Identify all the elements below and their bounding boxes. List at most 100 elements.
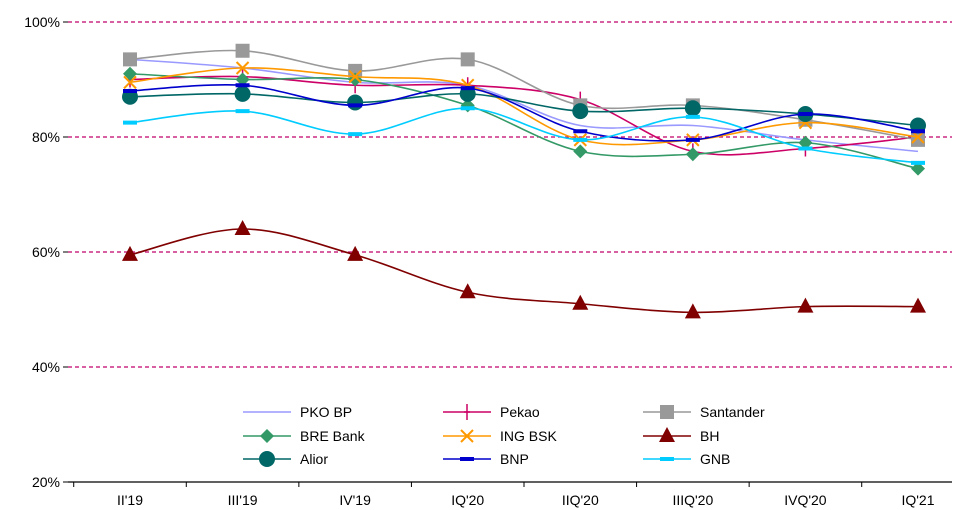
series-line — [129, 72, 919, 170]
x-tick-label: IIQ'20 — [562, 492, 599, 508]
series-line — [129, 58, 919, 153]
legend-label: GNB — [700, 451, 730, 467]
legend-item: GNB — [643, 451, 730, 467]
data-point — [259, 451, 275, 467]
legend-item: BNP — [443, 451, 529, 467]
data-point — [123, 52, 137, 67]
x-tick-label: II'19 — [117, 492, 143, 508]
legend-label: PKO BP — [300, 404, 352, 420]
legend-label: BNP — [500, 451, 529, 467]
data-point — [685, 114, 700, 119]
legend-item: Santander — [643, 404, 765, 420]
legend-item: BRE Bank — [243, 428, 366, 444]
y-tick-label: 20% — [32, 474, 60, 490]
data-point — [798, 146, 813, 151]
data-point — [348, 132, 363, 137]
legend-item: BH — [643, 427, 719, 444]
series-bre-bank — [123, 66, 925, 176]
series-line — [129, 67, 919, 146]
y-tick-label: 80% — [32, 129, 60, 145]
x-tick-label: IVQ'20 — [784, 492, 827, 508]
data-point — [234, 85, 251, 102]
y-tick-label: 60% — [32, 244, 60, 260]
data-point — [123, 120, 137, 125]
data-point — [235, 43, 250, 58]
data-point — [573, 137, 588, 142]
x-axis — [68, 481, 952, 487]
data-point — [911, 160, 925, 165]
data-point — [235, 72, 250, 87]
data-point — [572, 103, 589, 120]
data-point — [797, 297, 814, 313]
data-point — [573, 129, 588, 134]
legend-item: ING BSK — [443, 428, 557, 444]
series-line — [129, 228, 919, 314]
data-point — [235, 109, 250, 114]
legend-label: Pekao — [500, 404, 540, 420]
data-point — [910, 297, 926, 313]
legend-item: Alior — [243, 451, 328, 467]
data-point — [660, 405, 674, 419]
series-alior — [122, 85, 926, 134]
data-point — [459, 283, 476, 299]
series-gnb — [123, 106, 925, 165]
data-point — [123, 66, 137, 81]
legend-label: ING BSK — [500, 428, 557, 444]
x-tick-label: IIIQ'20 — [672, 492, 713, 508]
data-point — [660, 457, 674, 461]
data-point — [234, 220, 251, 235]
data-point — [684, 100, 701, 117]
data-point — [685, 147, 700, 162]
y-tick-label: 40% — [32, 359, 60, 375]
legend-label: Santander — [700, 404, 765, 420]
data-point — [684, 303, 701, 319]
y-tick-label: 100% — [24, 14, 60, 30]
data-point — [460, 457, 474, 461]
data-point — [460, 106, 475, 111]
data-point — [573, 144, 588, 159]
series-line — [129, 92, 919, 127]
data-point — [685, 137, 700, 142]
legend-label: Alior — [300, 451, 328, 467]
series-line — [129, 83, 919, 142]
data-point — [798, 135, 813, 150]
legend: PKO BP Pekao Santander BRE Bank ING BSK BH Ali… — [243, 404, 765, 467]
data-point — [347, 245, 364, 261]
series-line — [129, 49, 919, 141]
legend-label: BH — [700, 428, 719, 444]
data-point — [464, 404, 470, 420]
data-point — [460, 52, 475, 67]
data-point — [572, 294, 589, 310]
x-tick-label: IV'19 — [339, 492, 371, 508]
legend-label: BRE Bank — [300, 428, 366, 444]
data-point — [798, 112, 813, 116]
legend-item: Pekao — [443, 404, 540, 420]
data-point — [911, 132, 925, 147]
y-axis-tick-labels: 20% 40% 60% 80% 100% — [24, 14, 60, 490]
series-bnp — [123, 83, 925, 142]
data-point — [123, 75, 137, 90]
legend-item: PKO BP — [243, 404, 352, 420]
data-point — [235, 83, 250, 88]
series-line — [129, 75, 919, 156]
data-point — [460, 86, 475, 91]
data-point — [348, 69, 362, 84]
data-point — [348, 103, 363, 108]
data-point — [911, 161, 925, 176]
data-point — [347, 94, 364, 111]
data-point — [911, 129, 925, 134]
x-tick-label: IQ'21 — [901, 492, 934, 508]
series-bh — [122, 220, 926, 319]
data-point — [460, 429, 474, 443]
x-tick-label: III'19 — [228, 492, 258, 508]
x-axis-tick-labels: II'19 III'19 IV'19 IQ'20 IIQ'20 IIIQ'20 IVQ'20… — [117, 492, 935, 508]
data-point — [260, 429, 274, 443]
data-point — [659, 427, 675, 442]
data-point — [122, 245, 138, 261]
series-pko-bp — [129, 58, 919, 153]
data-point — [235, 61, 250, 75]
series-line — [129, 107, 919, 164]
x-tick-label: IQ'20 — [451, 492, 484, 508]
series-lines — [122, 43, 926, 319]
